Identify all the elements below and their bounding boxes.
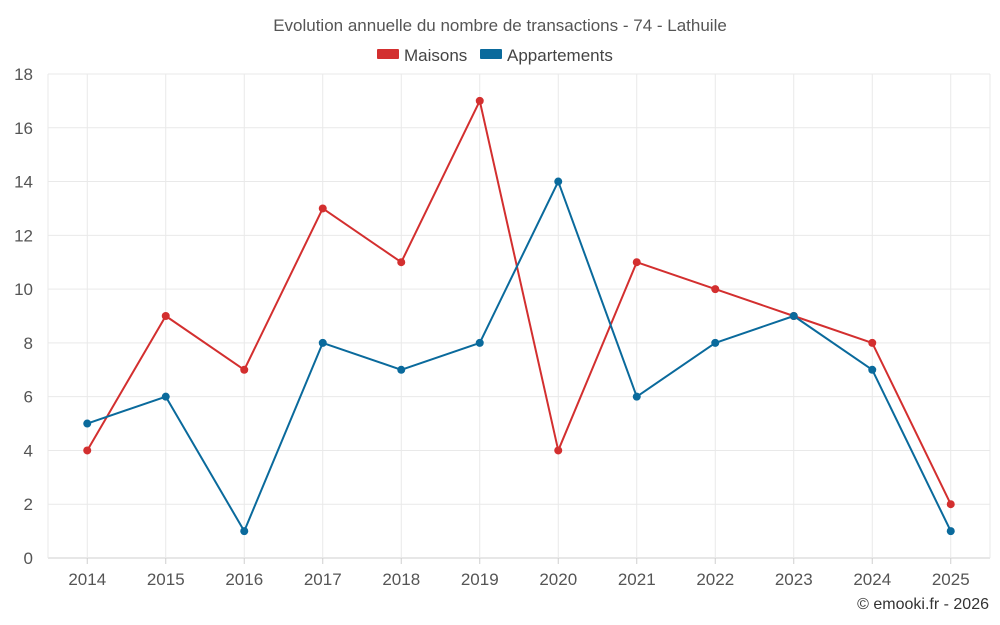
y-tick-label: 0 xyxy=(24,549,33,568)
x-tick-label: 2019 xyxy=(461,570,499,589)
legend: Maisons Appartements xyxy=(377,46,613,65)
series-maisons xyxy=(83,96,955,509)
x-tick-label: 2016 xyxy=(225,570,263,589)
y-tick-label: 4 xyxy=(24,441,33,460)
data-point-appartements[interactable] xyxy=(83,419,92,428)
y-axis-ticks: 0 2 4 6 8 10 12 14 16 18 xyxy=(14,65,33,568)
data-point-maisons[interactable] xyxy=(475,96,484,105)
data-point-maisons[interactable] xyxy=(946,500,955,509)
y-tick-label: 14 xyxy=(14,173,33,192)
y-tick-label: 16 xyxy=(14,119,33,138)
data-point-appartements[interactable] xyxy=(711,338,720,347)
data-point-maisons[interactable] xyxy=(240,365,249,374)
y-tick-label: 10 xyxy=(14,280,33,299)
data-point-appartements[interactable] xyxy=(318,338,327,347)
credit-text: © emooki.fr - 2026 xyxy=(857,596,989,613)
y-tick-label: 12 xyxy=(14,226,33,245)
x-tick-label: 2015 xyxy=(147,570,185,589)
x-tick-label: 2024 xyxy=(853,570,891,589)
data-point-appartements[interactable] xyxy=(868,365,877,374)
data-point-maisons[interactable] xyxy=(318,204,327,213)
legend-swatch-appartements xyxy=(480,49,502,59)
x-tick-label: 2025 xyxy=(932,570,970,589)
data-point-maisons[interactable] xyxy=(868,338,877,347)
y-tick-label: 6 xyxy=(24,388,33,407)
grid xyxy=(47,73,991,564)
legend-label-maisons[interactable]: Maisons xyxy=(404,46,467,65)
x-tick-label: 2023 xyxy=(775,570,813,589)
y-tick-label: 8 xyxy=(24,334,33,353)
x-tick-label: 2014 xyxy=(68,570,106,589)
data-point-appartements[interactable] xyxy=(397,365,406,374)
x-tick-label: 2017 xyxy=(304,570,342,589)
data-point-maisons[interactable] xyxy=(397,258,406,267)
data-point-maisons[interactable] xyxy=(161,312,170,320)
x-axis-ticks: 2014 2015 2016 2017 2018 2019 2020 2021 2022 2023… xyxy=(68,570,969,589)
x-tick-label: 2018 xyxy=(382,570,420,589)
data-point-appartements[interactable] xyxy=(240,527,249,536)
x-tick-label: 2020 xyxy=(539,570,577,589)
data-point-appartements[interactable] xyxy=(789,312,798,320)
data-point-maisons[interactable] xyxy=(711,285,720,294)
x-tick-label: 2022 xyxy=(696,570,734,589)
data-point-appartements[interactable] xyxy=(161,392,170,401)
series-appartements xyxy=(83,177,955,536)
chart-title: Evolution annuelle du nombre de transact… xyxy=(273,16,727,35)
data-point-appartements[interactable] xyxy=(946,527,955,536)
y-tick-label: 2 xyxy=(24,495,33,514)
data-point-appartements[interactable] xyxy=(554,177,563,186)
x-tick-label: 2021 xyxy=(618,570,656,589)
data-point-maisons[interactable] xyxy=(632,258,641,267)
data-point-appartements[interactable] xyxy=(475,338,484,347)
series-line-appartements xyxy=(86,180,952,533)
series xyxy=(83,96,955,536)
data-point-maisons[interactable] xyxy=(83,446,92,455)
data-point-appartements[interactable] xyxy=(632,392,641,401)
y-tick-label: 18 xyxy=(14,65,33,84)
legend-label-appartements[interactable]: Appartements xyxy=(507,46,613,65)
legend-swatch-maisons xyxy=(377,49,399,59)
series-line-maisons xyxy=(86,99,952,505)
data-point-maisons[interactable] xyxy=(554,446,563,455)
